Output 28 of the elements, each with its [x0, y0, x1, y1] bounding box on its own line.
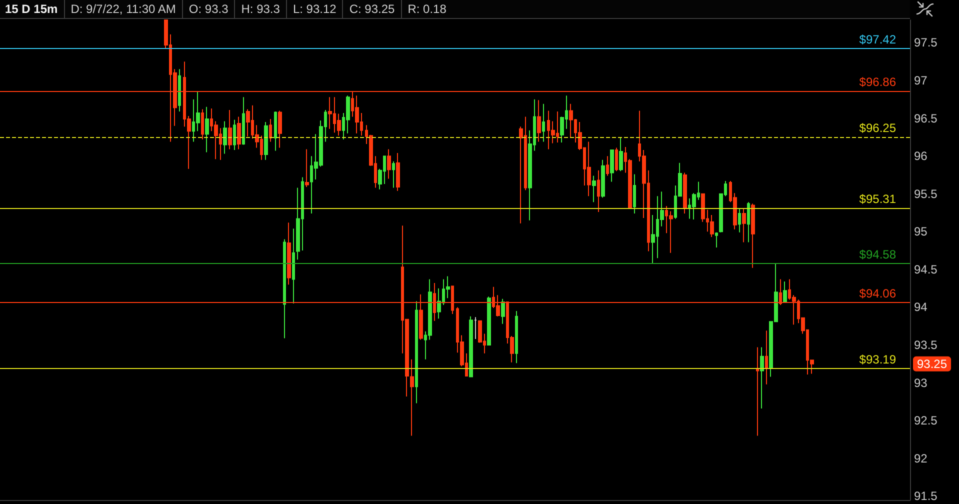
y-tick-label: 97.5: [914, 36, 938, 50]
y-tick-label: 93: [914, 376, 928, 390]
ref-line-label: $95.31: [859, 192, 896, 206]
chart-title: 15 D 15m: [4, 1, 59, 18]
y-tick-label: 92: [914, 451, 928, 466]
ref-line-label: $94.58: [859, 247, 896, 262]
text: R: 0.18: [400, 0, 452, 18]
y-tick-label: 92.5: [914, 414, 938, 428]
y-tick-label: 94: [914, 300, 928, 314]
text: O: 93.3: [182, 0, 234, 18]
text: L: 93.12: [286, 0, 342, 18]
text: C: 93.25: [342, 0, 401, 18]
ref-line-label: $94.06: [859, 286, 896, 301]
ref-line-label: $93.19: [859, 352, 896, 366]
y-tick-label: 97: [914, 73, 928, 88]
y-tick-label: 95.5: [914, 186, 938, 201]
text: D: 9/7/22, 11:30 AM: [64, 0, 182, 18]
text: H: 93.3: [234, 0, 286, 18]
y-tick-label: 96: [914, 149, 928, 164]
y-tick-label: 95: [914, 224, 928, 239]
annotation: 93.25: [917, 356, 948, 371]
y-tick-label: 91.5: [914, 489, 938, 504]
ref-line-label: $97.42: [859, 32, 896, 47]
y-tick-label: 93.5: [914, 338, 938, 352]
y-tick-label: 94.5: [914, 262, 938, 276]
ref-line-label: $96.25: [859, 121, 896, 136]
ref-line-label: $96.86: [859, 75, 896, 90]
y-tick-label: 96.5: [914, 111, 938, 126]
